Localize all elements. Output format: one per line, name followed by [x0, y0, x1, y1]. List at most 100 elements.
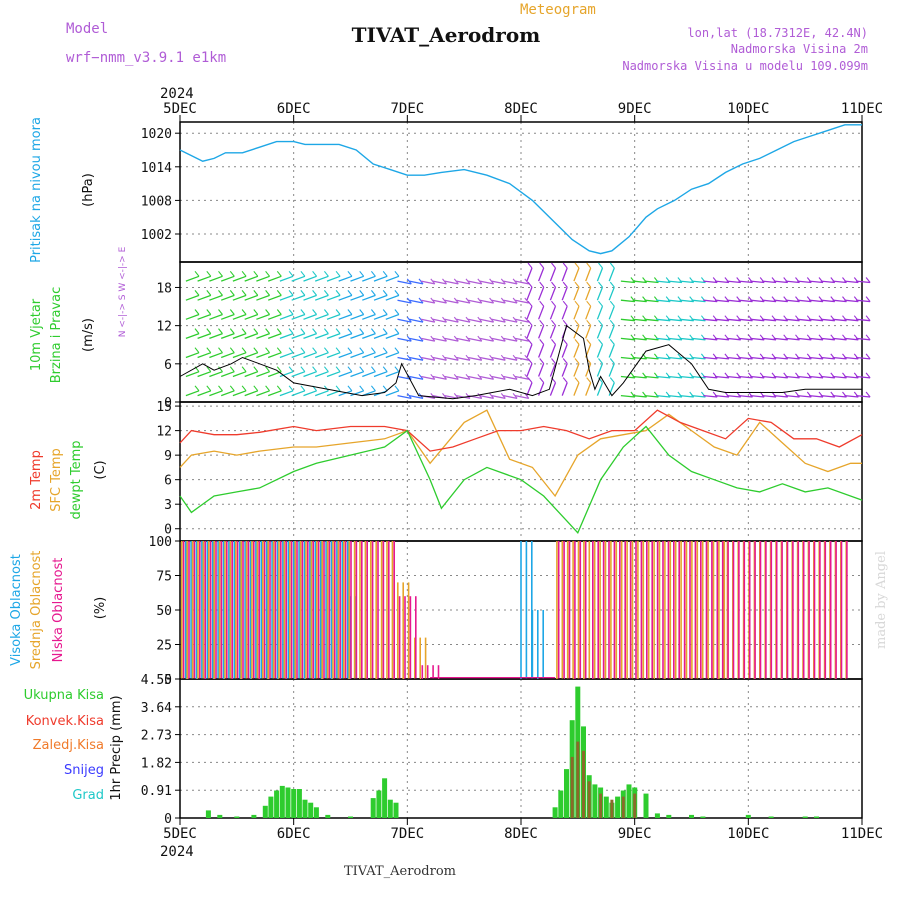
wind-barb-tick: [465, 373, 471, 380]
wind-barb: [596, 325, 604, 339]
wind-barb: [656, 318, 671, 322]
wind-barb: [537, 363, 545, 377]
wind-barb: [420, 375, 435, 380]
wind-barb: [314, 332, 329, 340]
wind-barb: [773, 280, 788, 284]
wind-barb-tick: [527, 319, 533, 326]
wind-barb: [750, 394, 765, 398]
wind-barb: [820, 280, 835, 284]
ytick-label: 0: [164, 396, 172, 411]
ytick-label: 100: [149, 535, 172, 550]
wind-barb: [714, 337, 729, 341]
wind-barb: [432, 356, 447, 361]
precip-total-bar: [814, 816, 819, 818]
wind-barb-tick: [609, 319, 615, 326]
wind-barb: [503, 299, 518, 304]
wind-barb-tick: [551, 339, 556, 345]
wind-barb: [856, 299, 871, 303]
wind-barb: [656, 280, 671, 284]
ytick-label: 25: [156, 639, 172, 654]
precip-legend-freezing: Zaledj.Kisa: [33, 738, 104, 753]
wind-barb: [573, 382, 580, 396]
wind-barb: [326, 371, 341, 378]
wind-barb: [256, 371, 270, 378]
wind-barb: [820, 299, 835, 303]
wind-barb-tick: [394, 290, 400, 296]
wind-barb: [314, 294, 329, 301]
wind-barb: [503, 280, 518, 285]
wind-barb-tick: [218, 347, 223, 354]
wind-barb: [444, 337, 459, 342]
xtick-label-bottom: 6DEC: [277, 826, 311, 842]
wind-barb: [338, 313, 353, 320]
wind-barb-tick: [218, 385, 223, 392]
wind-barb: [703, 375, 718, 379]
xtick-label-bottom: 10DEC: [727, 826, 769, 842]
wind-barb: [256, 332, 270, 340]
model-elevation-label: Nadmorska Visina u modelu 109.099m: [622, 59, 868, 73]
wind-barb: [632, 318, 647, 322]
wind-barb: [350, 294, 364, 301]
wind-barb: [503, 318, 518, 323]
wind-barb-tick: [276, 328, 282, 334]
wind-barb-tick: [394, 309, 400, 315]
wind-barb-tick: [465, 316, 471, 323]
precip-total-bar: [262, 805, 268, 818]
wind-barb: [844, 356, 859, 360]
wind-barb-tick: [527, 339, 533, 345]
wind-barb: [856, 318, 871, 322]
wind-barb: [314, 371, 329, 378]
ytick-label: 4.55: [141, 673, 172, 688]
wind-barb-tick: [539, 281, 545, 288]
wind-barb: [409, 337, 424, 342]
precip-total-bar: [234, 816, 240, 818]
wind-barb-tick: [253, 309, 259, 315]
ytick-label: 1.82: [141, 756, 172, 771]
wind-barb: [456, 356, 471, 361]
wind-barb: [832, 337, 847, 341]
wind-barb-tick: [276, 347, 282, 354]
precip-total-bar: [376, 790, 382, 818]
precip-conv-bar: [621, 796, 625, 818]
wind-barb: [209, 294, 223, 301]
wind-barb: [291, 313, 306, 320]
wind-label-2: Brzina i Pravac: [49, 287, 64, 384]
wind-barb: [256, 352, 270, 359]
precip-total-bar: [592, 784, 598, 818]
wind-barb-tick: [300, 366, 306, 373]
precip-conv-bar: [610, 799, 614, 818]
wind-barb: [561, 267, 568, 282]
wind-barb: [573, 363, 580, 377]
precip-total-bar: [700, 816, 706, 818]
wind-barb: [750, 356, 765, 360]
wind-barb-tick: [335, 366, 341, 373]
wind-barb: [491, 356, 506, 361]
precip-conv-bar: [599, 793, 603, 818]
wind-barb: [326, 275, 341, 282]
wind-barb: [291, 352, 306, 359]
wind-barb: [762, 337, 777, 341]
wind-barb: [608, 286, 615, 301]
wind-barb: [644, 280, 659, 284]
wind-barb: [832, 280, 847, 284]
wind-barb-tick: [241, 385, 247, 392]
wind-barb: [703, 337, 718, 341]
wind-barb: [809, 337, 824, 341]
wind-barb: [561, 305, 568, 320]
wind-barb: [338, 371, 353, 378]
ytick-label: 1002: [141, 228, 172, 243]
wind-barb: [785, 356, 800, 360]
wind-barb: [703, 356, 718, 360]
wind-barb: [267, 275, 282, 282]
wind-barb-tick: [865, 334, 871, 341]
wind-barb: [256, 313, 270, 320]
wind-barb-tick: [359, 366, 365, 373]
precip-total-bar: [393, 802, 399, 818]
panel-frame: [179, 261, 863, 403]
wind-barb: [197, 313, 212, 320]
wind-barb-tick: [218, 309, 223, 315]
wind-barb: [785, 280, 800, 284]
wind-barb: [750, 280, 765, 284]
ytick-label: 0: [164, 673, 172, 688]
